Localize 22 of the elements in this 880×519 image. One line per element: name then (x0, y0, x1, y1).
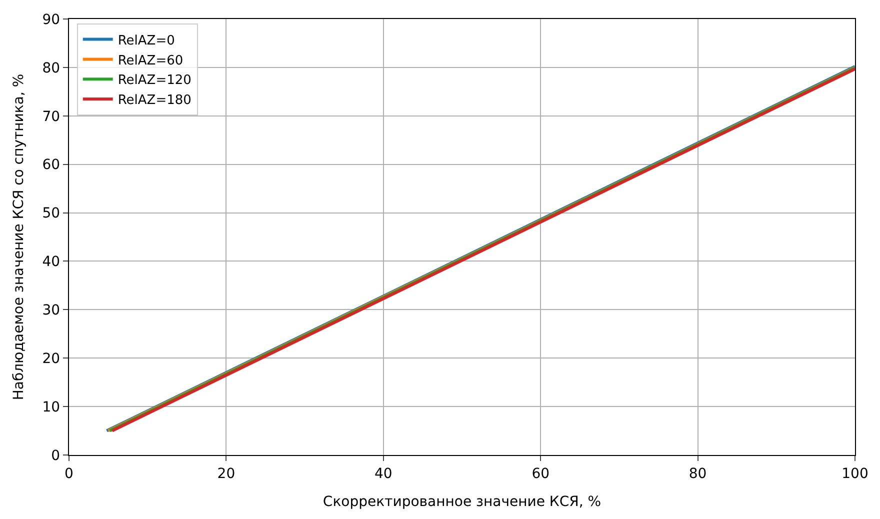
x-tick-label: 0 (64, 466, 74, 482)
x-tick-label: 40 (374, 466, 392, 482)
y-tick-label: 80 (42, 60, 60, 76)
y-tick-label: 70 (42, 108, 60, 125)
x-axis-title: Скорректированное значение КСЯ, % (322, 494, 602, 510)
legend-label: RelAZ=120 (118, 73, 192, 88)
y-axis-title: Наблюдаемое значение КСЯ со спутника, % (10, 74, 27, 400)
y-tick-label: 10 (42, 399, 60, 416)
x-tick-label: 60 (532, 466, 550, 482)
y-tick-label: 40 (42, 254, 60, 270)
y-tick-label: 30 (42, 302, 60, 319)
x-tick-label: 80 (688, 466, 707, 482)
y-tick-label: 90 (42, 12, 60, 28)
y-tick-label: 50 (42, 206, 60, 222)
y-tick-label: 60 (42, 157, 60, 174)
x-tick-label: 20 (217, 466, 236, 482)
legend-label: RelAZ=0 (118, 33, 175, 48)
legend-label: RelAZ=60 (118, 53, 184, 68)
y-tick-label: 20 (42, 351, 60, 368)
legend-label: RelAZ=180 (118, 93, 192, 108)
x-tick-label: 100 (842, 466, 868, 482)
y-tick-label: 0 (51, 448, 60, 464)
